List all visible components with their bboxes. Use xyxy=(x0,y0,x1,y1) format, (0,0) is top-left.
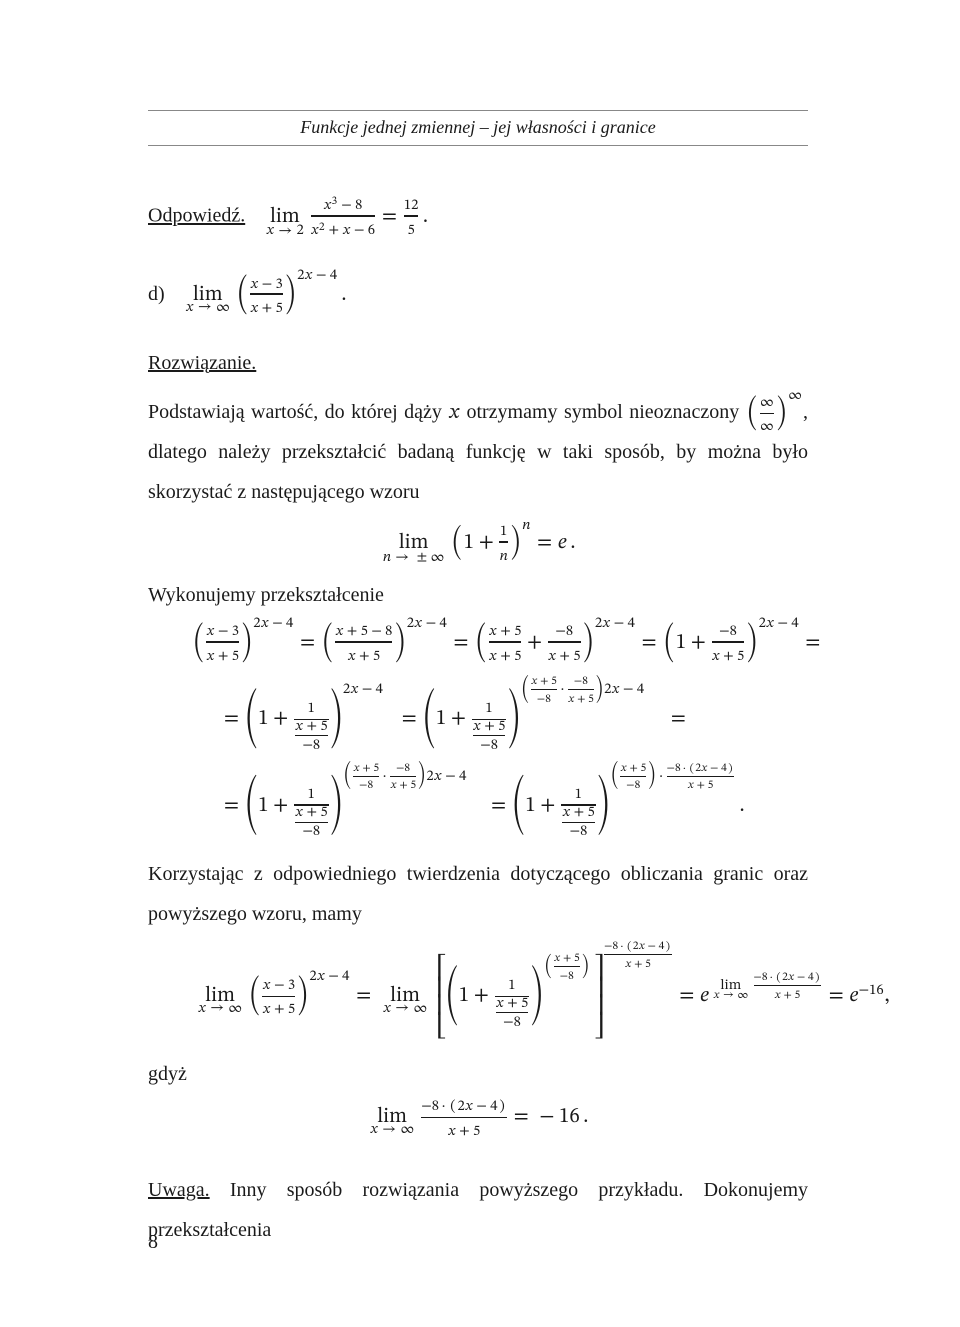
para1-b: otrzymamy symbol nieoznaczony xyxy=(460,401,746,423)
since-label-line: gdyż xyxy=(148,1060,808,1089)
note-label: Uwaga. xyxy=(148,1179,210,1201)
answer-label: Odpowiedź. xyxy=(148,205,245,227)
para3-text: Korzystając z odpowiedniego twierdzenia … xyxy=(148,863,808,925)
solution-heading: Rozwiązanie. xyxy=(148,349,808,378)
chain-line-1: (x−3x+5) 2x−4 = (x+5−8x+5) 2x−4 = ( x+5x… xyxy=(148,618,808,663)
para1-symbol: (∞∞) ∞ xyxy=(746,392,803,430)
header-rule: Funkcje jednej zmiennej – jej własności … xyxy=(148,110,808,146)
paragraph-transform: Wykonujemy przekształcenie xyxy=(148,581,808,610)
solution-label: Rozwiązanie. xyxy=(148,352,256,374)
para1-a: Podstawiają wartość, do której dąży xyxy=(148,401,448,423)
running-head: Funkcje jednej zmiennej – jej własności … xyxy=(148,112,808,144)
page-number: 8 xyxy=(148,1228,158,1257)
chain-line-3: = (1+ 1 x+5−8 ) ( x+5−8 · −8x+5 )2x−4 = … xyxy=(148,761,808,835)
page: Funkcje jednej zmiennej – jej własności … xyxy=(0,0,960,1327)
part-d-math: limx→∞ (x−3x+5) 2x−4 . xyxy=(180,270,350,315)
part-d-line: d) limx→∞ (x−3x+5) 2x−4 . xyxy=(148,270,808,315)
paragraph-theorem: Korzystając z odpowiedniego twierdzenia … xyxy=(148,854,808,934)
paragraph-substitution: Podstawiają wartość, do której dąży x ot… xyxy=(148,392,808,512)
chain-line-2: = (1+ 1 x+5−8 ) 2x−4 = (1+ 1 x+5−8 ) ( xyxy=(148,675,808,749)
since-label: gdyż xyxy=(148,1063,187,1085)
note-paragraph: Uwaga. Inny sposób rozwiązania powyższeg… xyxy=(148,1170,808,1250)
euler-limit: limn→±∞ (1+1n) n =e. xyxy=(148,522,808,563)
result-line: limx→∞ (x−3x+5) 2x−4 = limx→∞ [ (1+ 1 x+… xyxy=(148,940,808,1039)
note-text: Inny sposób rozwiązania powyższego przyk… xyxy=(148,1179,808,1241)
answer-line: Odpowiedź. limx→2 x3−8 x2+x−6 = 125. xyxy=(148,196,808,236)
part-d-label: d) xyxy=(148,283,165,305)
para1-var: x xyxy=(448,408,460,418)
answer-math: limx→2 x3−8 x2+x−6 = 125. xyxy=(260,196,431,236)
since-expression: limx→∞ −8·(2x−4) x+5 =−16. xyxy=(148,1099,808,1135)
para2-text: Wykonujemy przekształcenie xyxy=(148,584,384,606)
